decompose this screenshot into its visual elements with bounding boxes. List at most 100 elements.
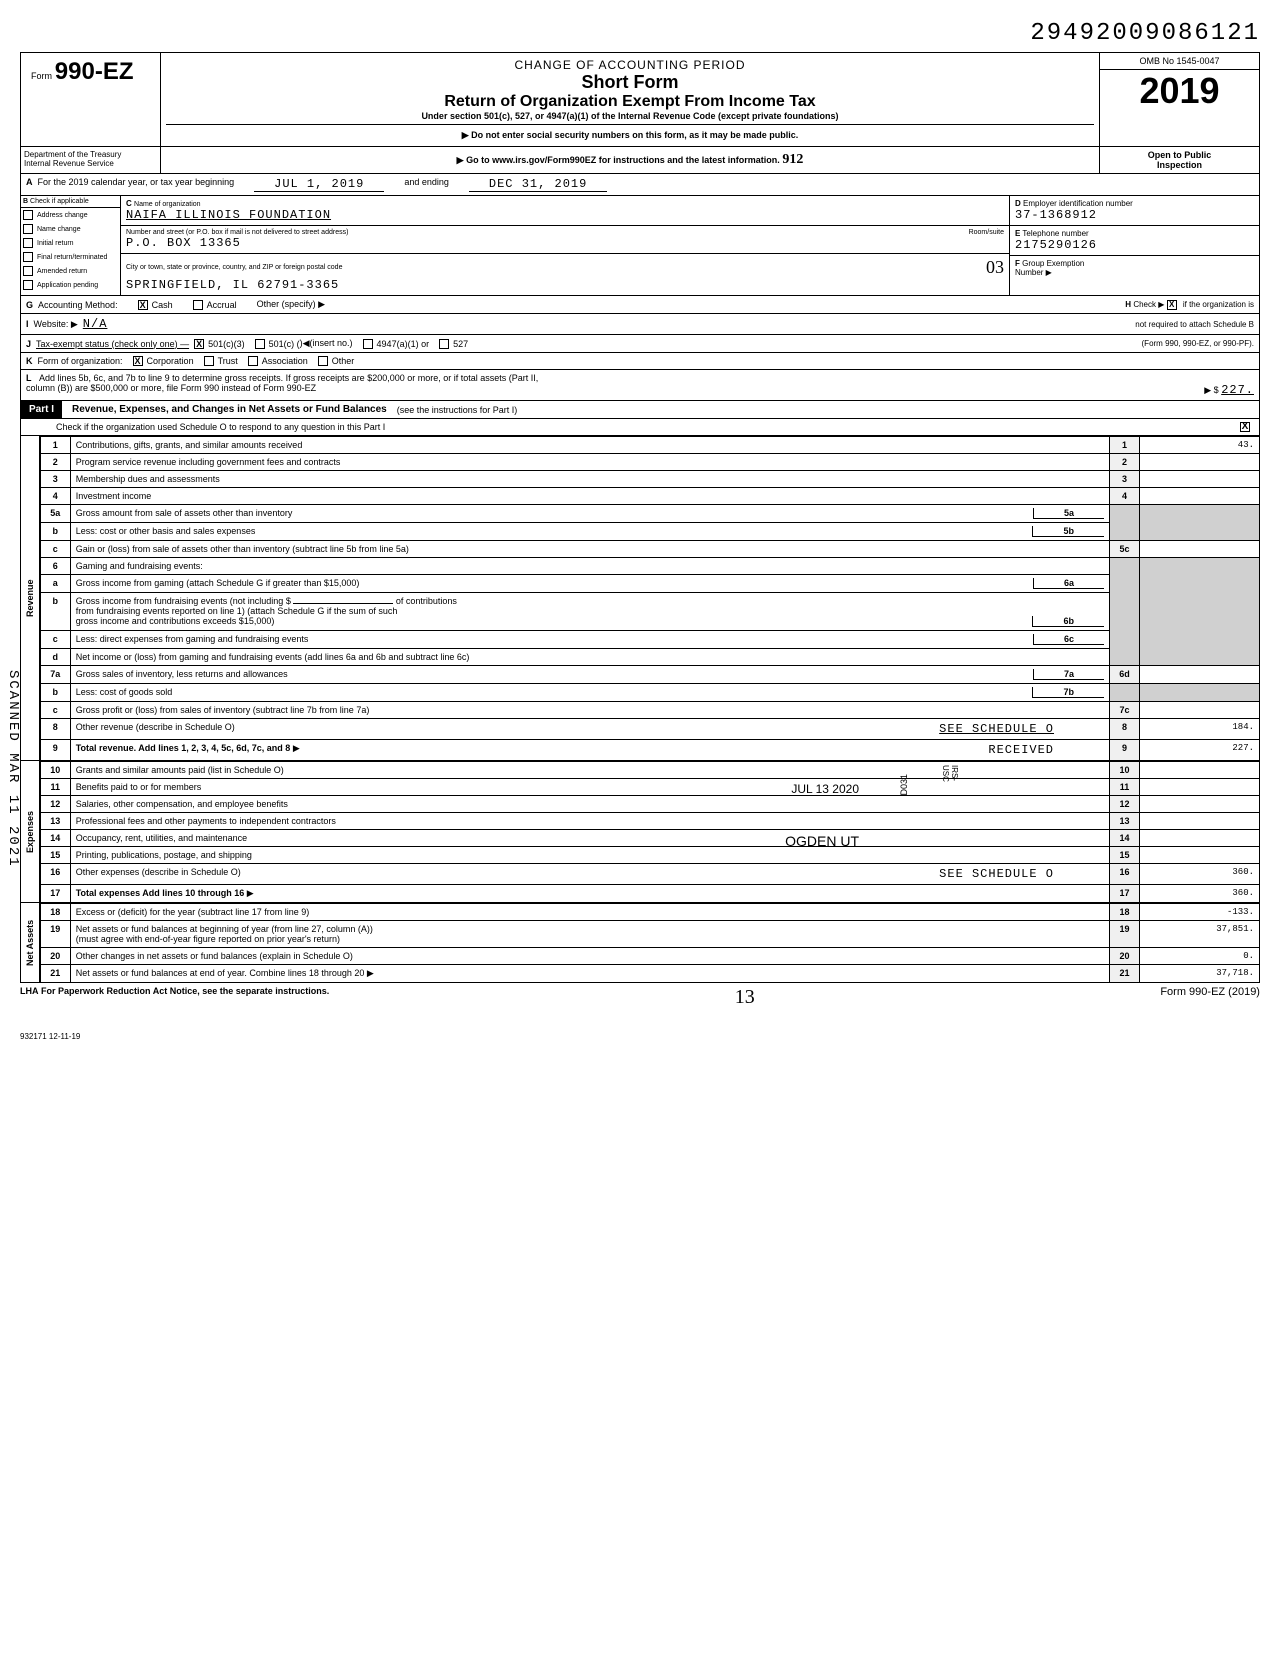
amended-return-checkbox[interactable] bbox=[23, 266, 33, 276]
application-pending-checkbox[interactable] bbox=[23, 280, 33, 290]
d031-stamp: D031 bbox=[899, 774, 909, 796]
handwritten-912: 912 bbox=[782, 152, 803, 167]
4947-checkbox[interactable] bbox=[363, 339, 373, 349]
line-1-desc: Contributions, gifts, grants, and simila… bbox=[70, 437, 1109, 454]
line-5a-desc: Gross amount from sale of assets other t… bbox=[76, 508, 293, 518]
line-19-amount: 37,851. bbox=[1140, 921, 1260, 948]
501c3-checkbox[interactable] bbox=[194, 339, 204, 349]
corporation-checkbox[interactable] bbox=[133, 356, 143, 366]
line-6-desc: Gaming and fundraising events: bbox=[70, 558, 1109, 575]
line-16-ref: 16 bbox=[1110, 864, 1140, 885]
line-2-amount bbox=[1140, 454, 1260, 471]
website-label: Website: ▶ bbox=[34, 319, 78, 330]
short-form-title: Short Form bbox=[166, 72, 1094, 93]
section-b-label: B bbox=[23, 198, 28, 205]
initial-return-checkbox[interactable] bbox=[23, 238, 33, 248]
irs-label: Internal Revenue Service bbox=[24, 159, 157, 168]
schedule-o-checkbox[interactable] bbox=[1240, 422, 1250, 432]
line-2-desc: Program service revenue including govern… bbox=[70, 454, 1109, 471]
line-4-ref: 4 bbox=[1110, 488, 1140, 505]
line-15-desc: Printing, publications, postage, and shi… bbox=[70, 847, 1109, 864]
line-6c-desc: Less: direct expenses from gaming and fu… bbox=[76, 634, 309, 644]
cash-checkbox[interactable] bbox=[138, 300, 148, 310]
schedule-o-check-text: Check if the organization used Schedule … bbox=[56, 422, 385, 432]
dept-treasury: Department of the Treasury bbox=[24, 150, 157, 159]
schedule-b-checkbox[interactable] bbox=[1167, 300, 1177, 310]
part1-title: Revenue, Expenses, and Changes in Net As… bbox=[72, 404, 387, 415]
section-k-label: K bbox=[26, 356, 33, 366]
line-3-ref: 3 bbox=[1110, 471, 1140, 488]
line-6b-num: b bbox=[40, 593, 70, 631]
line-21-amount: 37,718. bbox=[1140, 965, 1260, 983]
org-name-label: Name of organization bbox=[134, 201, 201, 208]
line-7a-num: 7a bbox=[40, 666, 70, 684]
section-d-label: D bbox=[1015, 199, 1021, 208]
city-label: City or town, state or province, country… bbox=[126, 264, 342, 271]
line-10-num: 10 bbox=[40, 762, 70, 779]
line-1-amount: 43. bbox=[1140, 437, 1260, 454]
address-change-checkbox[interactable] bbox=[23, 210, 33, 220]
org-city: SPRINGFIELD, IL 62791-3365 bbox=[126, 278, 1004, 292]
line-21-ref: 21 bbox=[1110, 965, 1140, 983]
section-l-text: Add lines 5b, 6c, and 7b to line 9 to de… bbox=[39, 373, 538, 383]
period-end: DEC 31, 2019 bbox=[469, 177, 607, 192]
line-6d-num: d bbox=[40, 649, 70, 666]
change-period-text: CHANGE OF ACCOUNTING PERIOD bbox=[166, 58, 1094, 72]
association-label: Association bbox=[262, 356, 308, 366]
section-a-label: A bbox=[26, 177, 33, 192]
amended-return-label: Amended return bbox=[37, 268, 87, 275]
line-2-num: 2 bbox=[40, 454, 70, 471]
line-6d-amount-visible bbox=[1140, 666, 1260, 684]
top-document-number: 29492009086121 bbox=[20, 20, 1260, 47]
omb-number: OMB No 1545-0047 bbox=[1100, 53, 1259, 70]
net-assets-side-label: Net Assets bbox=[21, 903, 39, 982]
line-19-num: 19 bbox=[40, 921, 70, 948]
line-16-desc: Other expenses (describe in Schedule O) bbox=[76, 867, 241, 877]
line-17-amount: 360. bbox=[1140, 885, 1260, 903]
line-13-amount bbox=[1140, 813, 1260, 830]
501c-checkbox[interactable] bbox=[255, 339, 265, 349]
final-return-checkbox[interactable] bbox=[23, 252, 33, 262]
line-11-num: 11 bbox=[40, 779, 70, 796]
line-3-desc: Membership dues and assessments bbox=[70, 471, 1109, 488]
association-checkbox[interactable] bbox=[248, 356, 258, 366]
section-l-text2: column (B)) are $500,000 or more, file F… bbox=[26, 383, 316, 397]
trust-checkbox[interactable] bbox=[204, 356, 214, 366]
check-if-applicable: Check if applicable bbox=[30, 198, 89, 205]
501c-label: 501(c) ( bbox=[269, 339, 300, 349]
section-j-label: J bbox=[26, 339, 31, 349]
line-17-desc: Total expenses Add lines 10 through 16 bbox=[76, 888, 245, 898]
name-change-checkbox[interactable] bbox=[23, 224, 33, 234]
line-6a-num: a bbox=[40, 575, 70, 593]
line-6b-desc2: of contributions bbox=[396, 596, 457, 606]
line-16-num: 16 bbox=[40, 864, 70, 885]
lha-label: LHA bbox=[20, 986, 39, 996]
4947-label: 4947(a)(1) or bbox=[377, 339, 430, 349]
line-6b-desc3: from fundraising events reported on line… bbox=[76, 606, 398, 616]
other-org-checkbox[interactable] bbox=[318, 356, 328, 366]
527-checkbox[interactable] bbox=[439, 339, 449, 349]
h-not-required: not required to attach Schedule B bbox=[1135, 320, 1254, 329]
line-16-note: SEE SCHEDULE O bbox=[939, 867, 1054, 881]
line-4-desc: Investment income bbox=[70, 488, 1109, 505]
line-8-note: SEE SCHEDULE O bbox=[939, 722, 1054, 736]
form-number: 990-EZ bbox=[55, 58, 134, 85]
527-label: 527 bbox=[453, 339, 468, 349]
line-19-desc2: (must agree with end-of-year figure repo… bbox=[76, 934, 340, 944]
accrual-checkbox[interactable] bbox=[193, 300, 203, 310]
line-11-desc: Benefits paid to or for members bbox=[76, 782, 202, 792]
section-c-label: C bbox=[126, 199, 132, 208]
line-7c-ref: 7c bbox=[1110, 702, 1140, 719]
ogden-stamp: OGDEN UT bbox=[785, 833, 859, 849]
line-6-num: 6 bbox=[40, 558, 70, 575]
line-6d-desc: Net income or (loss) from gaming and fun… bbox=[70, 649, 1109, 666]
line-5c-ref: 5c bbox=[1110, 541, 1140, 558]
line-3-num: 3 bbox=[40, 471, 70, 488]
line-9-amount: 227. bbox=[1140, 740, 1260, 761]
line-12-desc: Salaries, other compensation, and employ… bbox=[70, 796, 1109, 813]
line-16-amount: 360. bbox=[1140, 864, 1260, 885]
line-8-num: 8 bbox=[40, 719, 70, 740]
line-9-ref: 9 bbox=[1110, 740, 1140, 761]
application-pending-label: Application pending bbox=[37, 282, 98, 289]
number-label: Number ▶ bbox=[1015, 268, 1254, 277]
